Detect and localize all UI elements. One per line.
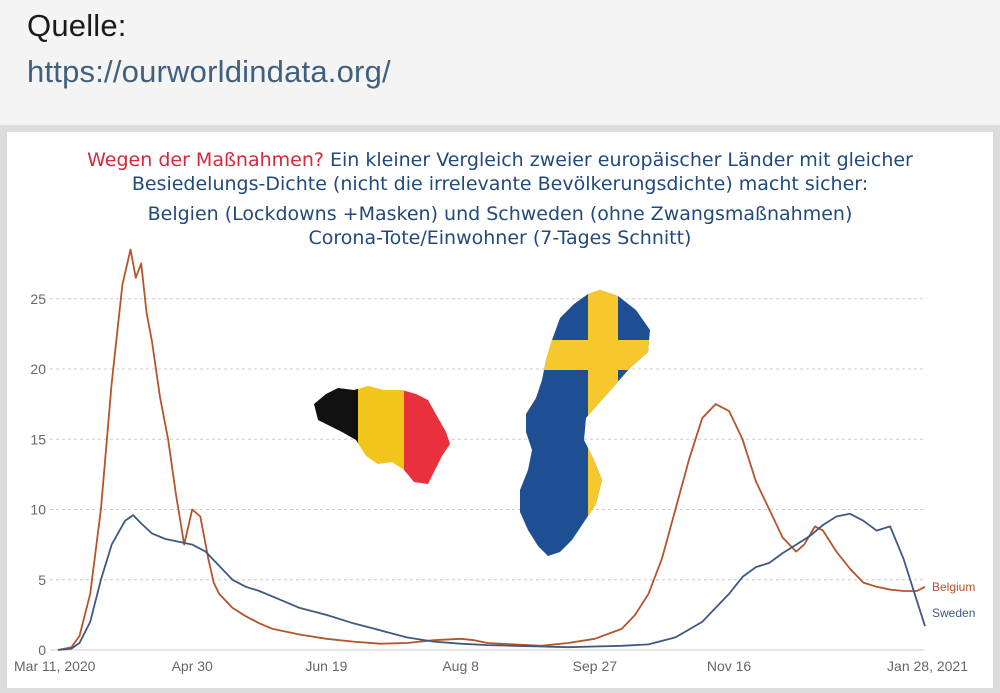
y-tick-label: 0 — [38, 642, 46, 658]
series-line-sweden — [57, 512, 926, 651]
series-label-sweden: Sweden — [932, 606, 975, 620]
source-link[interactable]: https://ourworldindata.org/ — [27, 54, 391, 89]
sweden-flag-map — [520, 290, 650, 556]
x-axis-ticks: Mar 11, 2020 Apr 30 Jun 19 Aug 8 Sep 27 Nov 1… — [14, 658, 968, 674]
chart-title-highlight: Wegen der Maßnahmen? — [87, 149, 324, 171]
x-tick-label: Nov 16 — [707, 658, 752, 674]
x-tick-label: Mar 11, 2020 — [14, 658, 96, 674]
chart-card — [0, 125, 1000, 693]
x-tick-label: Jan 28, 2021 — [887, 658, 968, 674]
series-line-belgium — [57, 248, 926, 651]
y-tick-label: 5 — [38, 572, 46, 588]
y-tick-label: 25 — [30, 291, 46, 307]
chart-panel — [7, 132, 993, 688]
chart-title-line-1: Wegen der Maßnahmen? Ein kleiner Verglei… — [0, 148, 1000, 172]
chart-title: Wegen der Maßnahmen? Ein kleiner Verglei… — [0, 148, 1000, 250]
chart-title-line-3: Belgien (Lockdowns +Masken) und Schweden… — [147, 203, 853, 225]
x-tick-label: Jun 19 — [305, 658, 347, 674]
series-sweden — [57, 512, 926, 651]
gridlines — [50, 298, 925, 651]
chart-title-line-4: Corona-Tote/Einwohner (7-Tages Schnitt) — [308, 227, 692, 249]
y-tick-label: 15 — [30, 431, 46, 447]
chart-title-line-2: Besiedelungs-Dichte (nicht die irrelevan… — [131, 173, 869, 195]
series-belgium — [57, 248, 926, 651]
series-label-belgium: Belgium — [932, 580, 975, 594]
y-tick-label: 20 — [30, 361, 46, 377]
chart-title-rest: Ein kleiner Vergleich zweier europäische… — [323, 149, 913, 171]
y-axis-ticks: 0 5 10 15 20 25 — [30, 291, 46, 658]
source-label: Quelle: — [27, 8, 127, 43]
y-tick-label: 10 — [30, 502, 46, 518]
belgium-flag-map — [314, 386, 450, 484]
x-tick-label: Aug 8 — [442, 658, 479, 674]
x-tick-label: Sep 27 — [573, 658, 618, 674]
x-tick-label: Apr 30 — [172, 658, 213, 674]
